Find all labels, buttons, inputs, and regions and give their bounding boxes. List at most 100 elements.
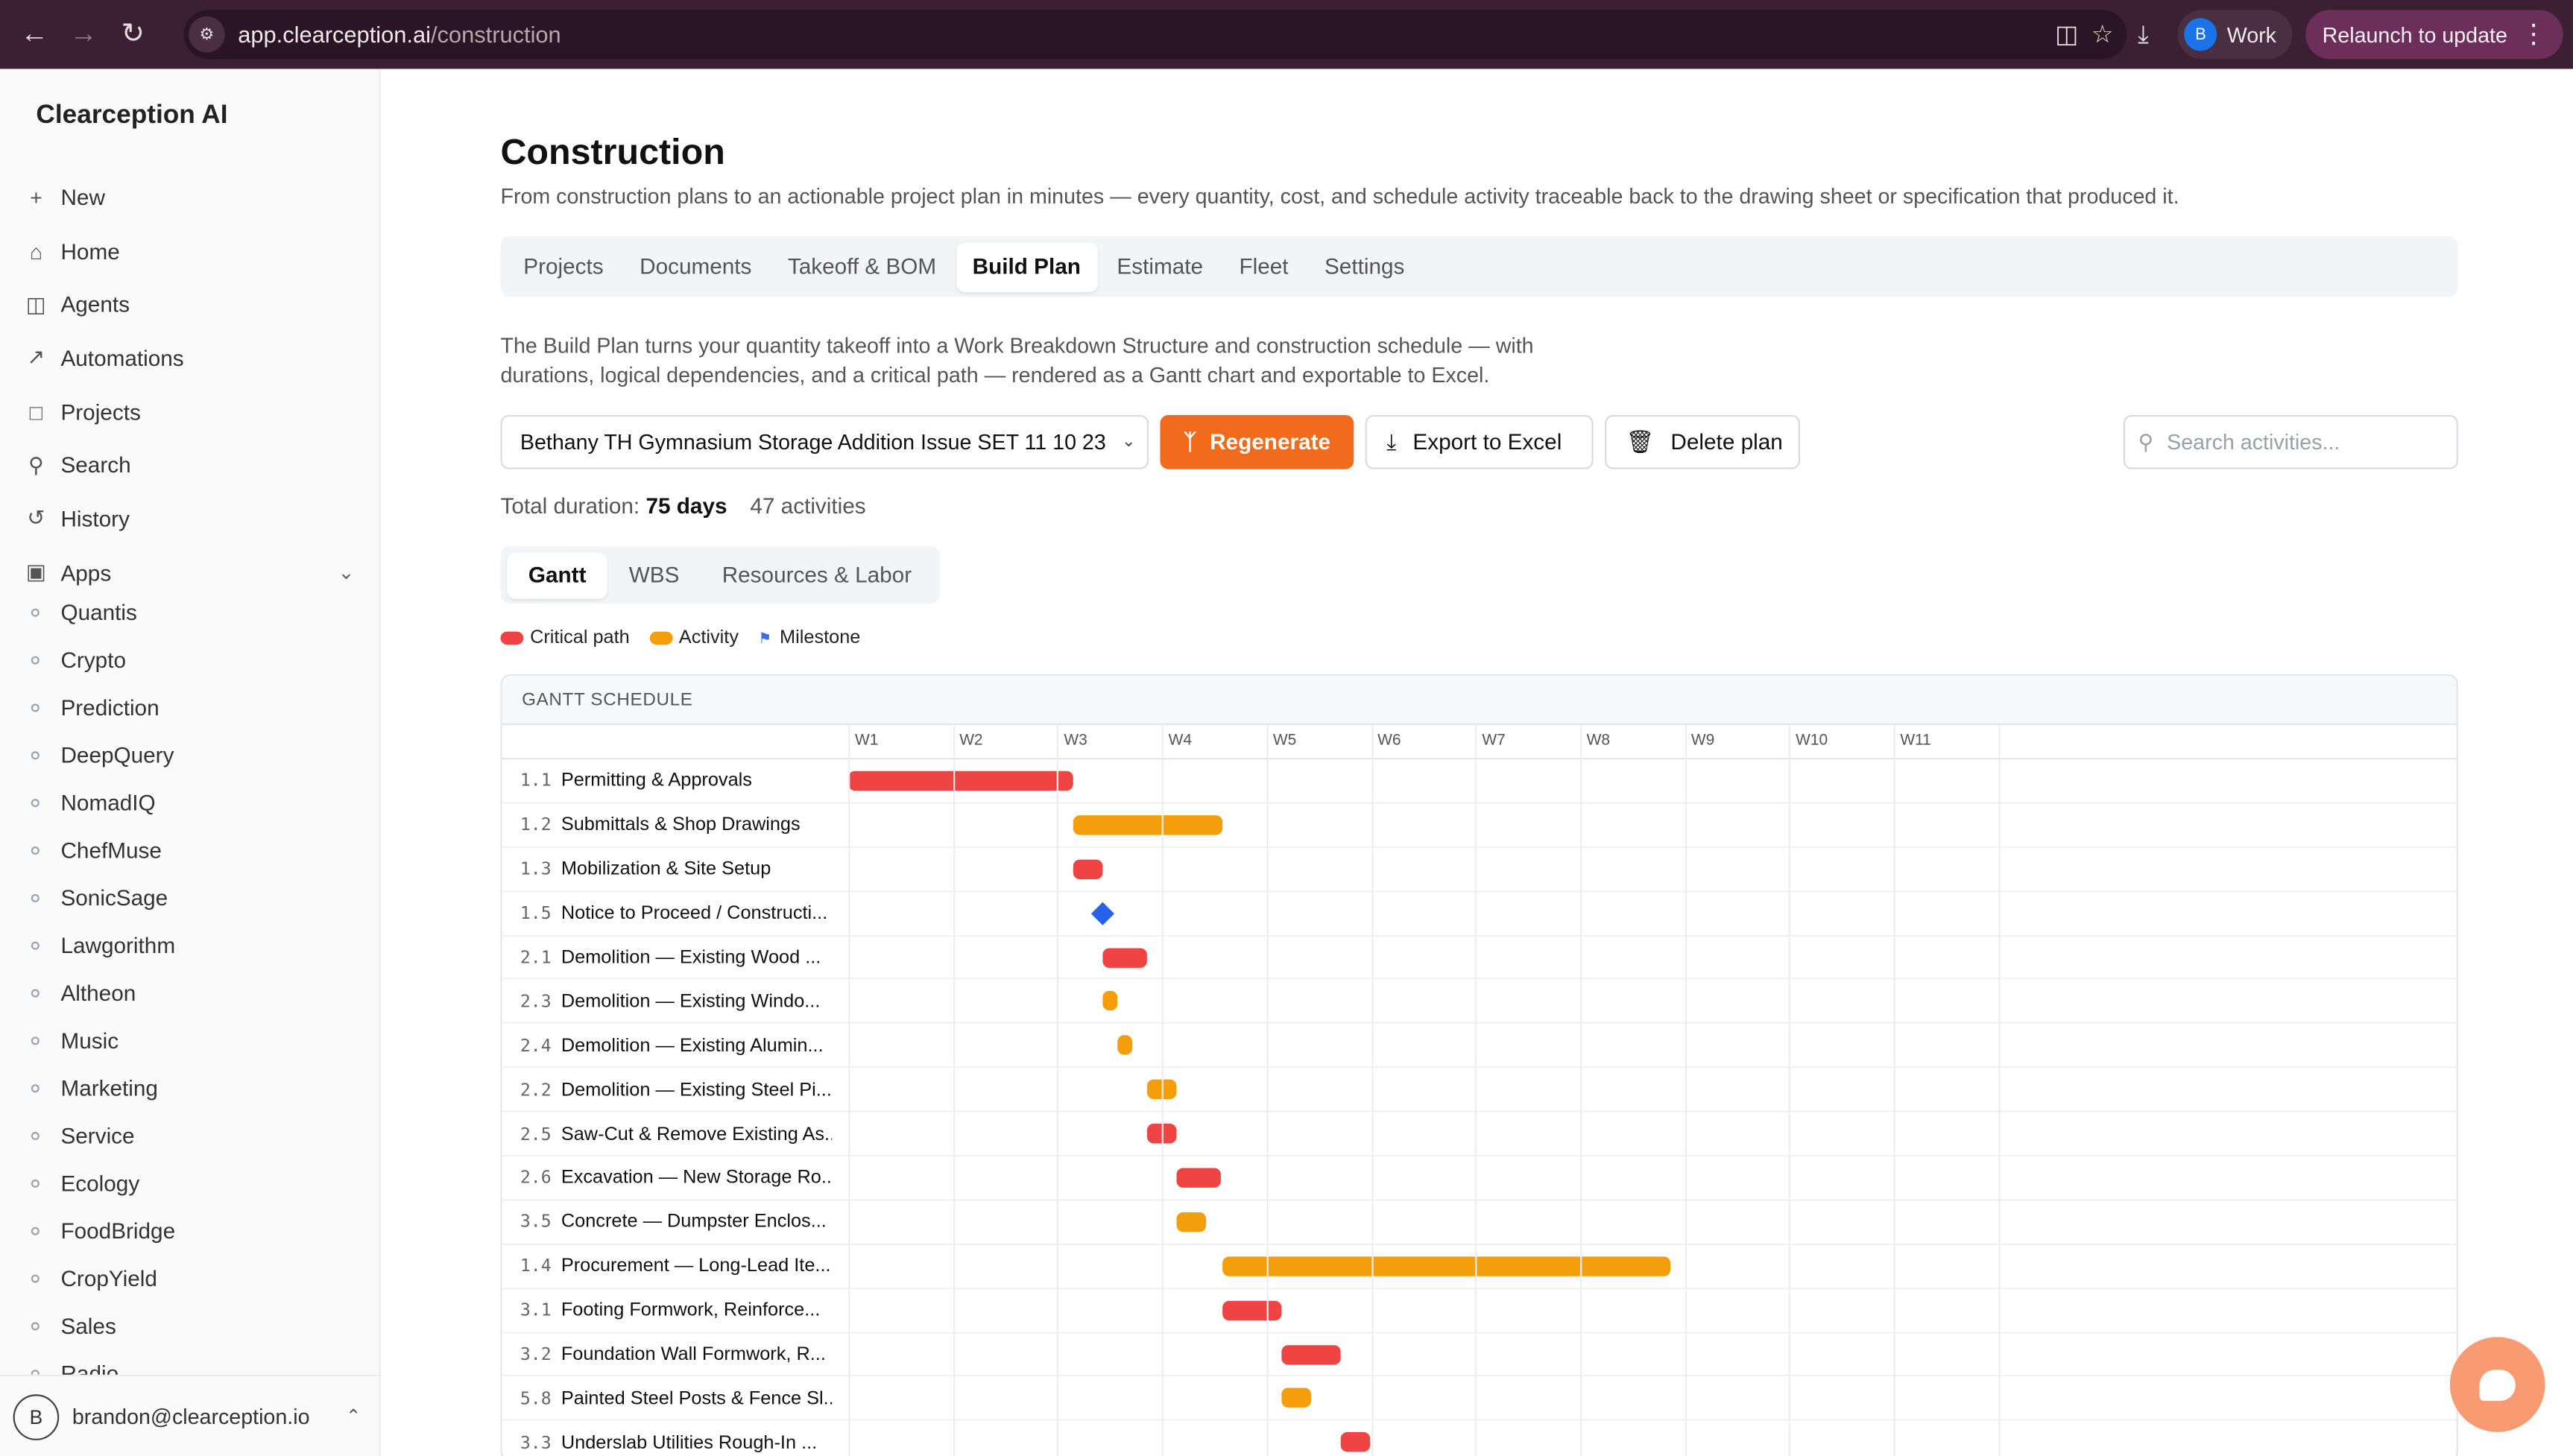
gantt-row[interactable]: 2.1 Demolition — Existing Wood ... [502, 936, 2457, 981]
sidebar-item-label: Projects [60, 399, 141, 425]
gantt-row[interactable]: 2.6 Excavation — New Storage Ro... [502, 1156, 2457, 1201]
reload-icon[interactable]: ↻ [121, 18, 145, 50]
download-icon[interactable]: ⤓ [2138, 20, 2149, 48]
critical-path-bar[interactable] [1281, 1344, 1342, 1364]
sidebar-item-new[interactable]: + New [0, 171, 379, 224]
gantt-row[interactable]: 3.1 Footing Formwork, Reinforce... [502, 1289, 2457, 1333]
app-item[interactable]: Service [0, 1112, 379, 1160]
app-label: Music [60, 1028, 119, 1054]
plan-select[interactable]: Bethany TH Gymnasium Storage Addition Is… [500, 414, 1149, 469]
app-item[interactable]: Sales [0, 1303, 379, 1350]
sidebar-item-projects[interactable]: □ Projects [0, 385, 379, 439]
critical-path-bar[interactable] [1341, 1432, 1371, 1453]
tab-gantt[interactable]: Gantt [507, 551, 608, 598]
gantt-row[interactable]: 3.5 Concrete — Dumpster Enclos... [502, 1200, 2457, 1245]
app-item[interactable]: DeepQuery [0, 732, 379, 779]
install-app-icon[interactable]: ◫ [2055, 21, 2079, 50]
sidebar-item-search[interactable]: ⚲ Search [0, 439, 379, 493]
app-item[interactable]: CropYield [0, 1255, 379, 1303]
activity-bar[interactable] [1102, 991, 1117, 1012]
critical-path-bar[interactable] [1222, 1300, 1282, 1320]
critical-path-bar[interactable] [1102, 947, 1147, 967]
app-item[interactable]: NomadIQ [0, 779, 379, 827]
chevron-down-icon: ⌄ [1121, 433, 1136, 452]
tab-takeoff-bom[interactable]: Takeoff & BOM [787, 254, 937, 279]
delete-plan-button[interactable]: 🗑 Delete plan [1605, 414, 1801, 469]
app-item[interactable]: Lawgorithm [0, 922, 379, 969]
sidebar-item-agents[interactable]: ◫ Agents [0, 278, 379, 332]
app-item[interactable]: Quantis [0, 589, 379, 636]
activity-bar[interactable] [1117, 1035, 1132, 1056]
gantt-row[interactable]: 2.5 Saw-Cut & Remove Existing As... [502, 1112, 2457, 1157]
app-item[interactable]: Crypto [0, 636, 379, 684]
tab-build-plan[interactable]: Build Plan [956, 241, 1097, 291]
chat-launcher-button[interactable] [2449, 1337, 2545, 1432]
site-settings-icon[interactable]: ⚙ [189, 16, 225, 53]
activity-bar[interactable] [1222, 1256, 1670, 1276]
milestone-marker[interactable] [1090, 901, 1114, 925]
gantt-row[interactable]: 1.1 Permitting & Approvals [502, 759, 2457, 804]
home-icon: ⌂ [29, 238, 43, 264]
tab-fleet[interactable]: Fleet [1239, 254, 1289, 279]
export-excel-button[interactable]: ⤓ Export to Excel [1365, 414, 1594, 469]
sidebar-item-apps[interactable]: ▣ Apps ⌄ [0, 546, 379, 600]
app-label: DeepQuery [60, 743, 174, 768]
regenerate-button[interactable]: ᛉ Regenerate [1160, 414, 1354, 469]
app-item[interactable]: FoodBridge [0, 1207, 379, 1255]
critical-path-bar[interactable] [1072, 859, 1102, 879]
tab-resources-labor[interactable]: Resources & Labor [722, 563, 912, 588]
gantt-row[interactable]: 2.4 Demolition — Existing Alumin... [502, 1024, 2457, 1069]
bookmark-star-icon[interactable]: ☆ [2091, 21, 2114, 50]
page-subtitle: From construction plans to an actionable… [500, 183, 2179, 209]
browser-toolbar: ← → ↻ ⚙ app.clearception.ai/construction… [0, 0, 2573, 69]
critical-path-bar[interactable] [1146, 1124, 1177, 1144]
sidebar-item-history[interactable]: ↺ History [0, 493, 379, 546]
tab-settings[interactable]: Settings [1324, 254, 1405, 279]
forward-icon[interactable]: → [69, 18, 98, 50]
search-activities-input[interactable]: ⚲ Search activities... [2123, 414, 2458, 469]
activity-label: 2.1 Demolition — Existing Wood ... [520, 936, 832, 980]
app-item[interactable]: Altheon [0, 969, 379, 1017]
sidebar-item-automations[interactable]: ↗ Automations [0, 332, 379, 385]
profile-button[interactable]: B Work [2177, 10, 2293, 60]
bullet-icon [31, 1036, 40, 1045]
app-item[interactable]: Prediction [0, 684, 379, 732]
app-item[interactable]: ChefMuse [0, 827, 379, 875]
back-icon[interactable]: ← [20, 18, 48, 50]
tab-wbs[interactable]: WBS [628, 563, 680, 588]
gantt-row[interactable]: 3.3 Underslab Utilities Rough-In ... [502, 1421, 2457, 1456]
gantt-row[interactable]: 2.3 Demolition — Existing Windo... [502, 980, 2457, 1025]
tab-documents[interactable]: Documents [640, 254, 752, 279]
app-item[interactable]: Music [0, 1017, 379, 1065]
gantt-row[interactable]: 1.3 Mobilization & Site Setup [502, 848, 2457, 892]
app-item[interactable]: Marketing [0, 1065, 379, 1112]
milestone-flag-icon: ⚑ [758, 629, 772, 646]
relaunch-button[interactable]: Relaunch to update ⋮ [2305, 10, 2563, 60]
app-item[interactable]: Ecology [0, 1159, 379, 1207]
url-text[interactable]: app.clearception.ai/construction [238, 21, 561, 48]
tab-projects[interactable]: Projects [523, 254, 604, 279]
gantt-row[interactable]: 1.2 Submittals & Shop Drawings [502, 803, 2457, 848]
gantt-row[interactable]: 1.5 Notice to Proceed / Constructi... [502, 892, 2457, 937]
activity-code: 1.4 [520, 1256, 552, 1277]
address-bar[interactable]: ⚙ app.clearception.ai/construction ◫ ☆ [183, 10, 2127, 60]
activity-bar[interactable] [1072, 814, 1222, 835]
bullet-icon [31, 846, 40, 855]
app-item[interactable]: SonicSage [0, 874, 379, 922]
gantt-row[interactable]: 2.2 Demolition — Existing Steel Pi... [502, 1069, 2457, 1112]
brand-title[interactable]: Clearception AI [36, 101, 228, 130]
user-menu[interactable]: B brandon@clearception.io ⌃ [0, 1374, 379, 1456]
week-gridline [1893, 725, 1895, 1456]
gantt-row[interactable]: 3.2 Foundation Wall Formwork, R... [502, 1333, 2457, 1378]
search-icon: ⚲ [28, 452, 44, 478]
week-gridline [1161, 725, 1164, 1456]
gantt-row[interactable]: 1.4 Procurement — Long-Lead Ite... [502, 1244, 2457, 1289]
activity-bar[interactable] [1146, 1080, 1177, 1100]
critical-path-bar[interactable] [1176, 1168, 1222, 1188]
tab-estimate[interactable]: Estimate [1117, 254, 1204, 279]
gantt-row[interactable]: 5.8 Painted Steel Posts & Fence Sl... [502, 1377, 2457, 1422]
critical-path-bar[interactable] [848, 770, 1073, 791]
sidebar-item-home[interactable]: ⌂ Home [0, 224, 379, 278]
activity-bar[interactable] [1281, 1388, 1312, 1408]
activity-bar[interactable] [1176, 1212, 1207, 1232]
